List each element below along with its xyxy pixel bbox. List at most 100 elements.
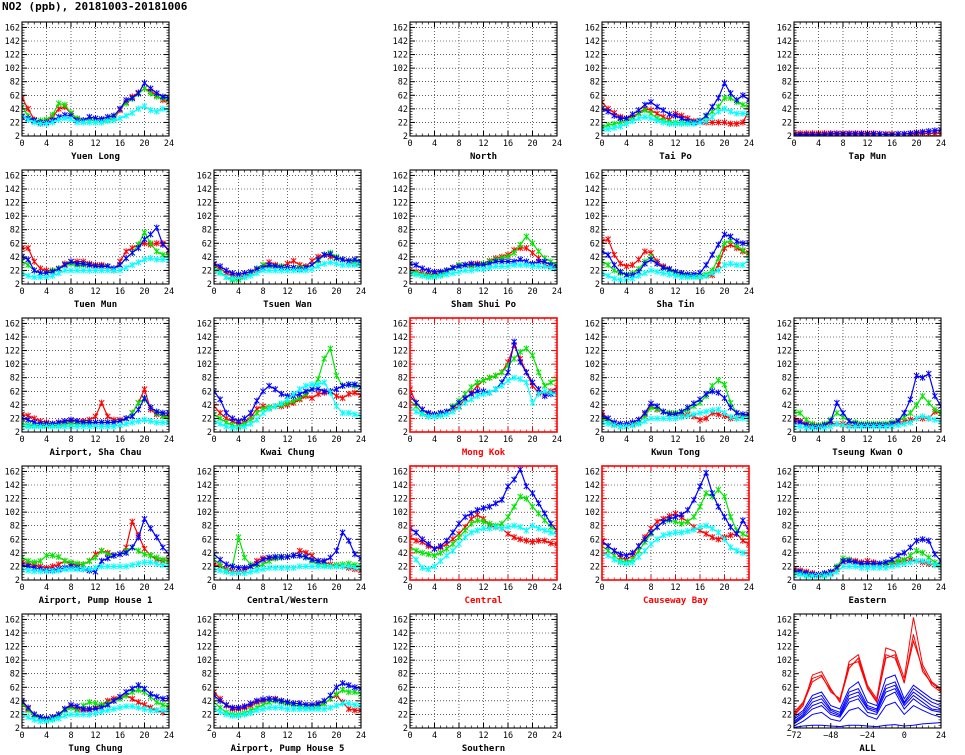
data-point-green [511, 355, 518, 362]
data-point-cyan [98, 267, 105, 274]
data-point-blue [141, 236, 148, 243]
data-point-red [517, 536, 524, 543]
data-point-cyan [104, 117, 111, 125]
data-point-blue [523, 483, 530, 490]
data-point-blue [703, 261, 710, 269]
y-tick-label: 2 [403, 280, 408, 290]
data-point-green [517, 348, 524, 356]
data-point-cyan [86, 267, 93, 274]
x-tick-label: 4 [816, 435, 821, 445]
x-tick-label: 0 [599, 139, 604, 149]
data-point-blue [715, 94, 722, 102]
data-point-green [697, 503, 703, 510]
series-group [22, 224, 169, 281]
data-point-blue [486, 503, 493, 510]
data-point-green [327, 345, 334, 352]
series-group [22, 79, 169, 127]
data-point-green [480, 518, 487, 525]
y-tick-label: 162 [585, 319, 600, 329]
x-tick-label: 16 [503, 287, 513, 297]
data-point-cyan [641, 269, 648, 277]
x-tick-label: 24 [936, 435, 946, 445]
y-tick-label: 142 [585, 333, 600, 343]
data-point-cyan [25, 567, 32, 574]
data-point-green [605, 261, 612, 269]
data-point-green [419, 549, 426, 557]
data-point-red [727, 532, 734, 539]
data-point-blue [709, 489, 716, 497]
data-point-red [641, 248, 648, 255]
data-point-cyan [605, 126, 612, 133]
data-point-cyan [554, 530, 557, 538]
data-point-green [611, 267, 618, 274]
data-point-blue [931, 392, 938, 400]
data-point-blue [678, 115, 685, 122]
data-point-cyan [309, 381, 315, 388]
x-tick-label: 4 [44, 287, 49, 297]
y-tick-label: 82 [590, 226, 600, 236]
data-point-blue [602, 412, 605, 419]
data-point-cyan [419, 411, 426, 418]
data-point-cyan [721, 536, 728, 543]
data-point-cyan [611, 275, 618, 282]
x-tick-label: 12 [282, 583, 292, 593]
data-point-cyan [410, 269, 413, 277]
y-tick-label: 42 [398, 401, 408, 411]
data-point-cyan [833, 420, 840, 428]
x-tick-label: 0 [19, 583, 24, 593]
x-tick-label: 0 [19, 287, 24, 297]
data-point-red [217, 409, 224, 417]
y-tick-label: 82 [782, 78, 792, 88]
x-tick-label: 12 [90, 583, 100, 593]
data-point-cyan [672, 529, 679, 536]
data-point-cyan [882, 423, 889, 430]
data-point-cyan [135, 259, 142, 266]
data-point-cyan [456, 268, 462, 275]
data-point-cyan [468, 529, 475, 536]
panel-label: Tap Mun [849, 152, 887, 162]
data-point-cyan [333, 563, 340, 570]
data-point-green [43, 552, 50, 559]
data-point-cyan [123, 420, 130, 428]
y-tick-label: 62 [10, 387, 20, 397]
y-tick-label: 22 [202, 414, 212, 424]
data-point-blue [117, 261, 123, 269]
x-tick-label: 4 [624, 287, 629, 297]
panel-label: Central [465, 596, 503, 606]
x-tick-label: 20 [139, 583, 149, 593]
data-point-red [25, 105, 32, 113]
x-tick-label: 12 [862, 435, 872, 445]
data-point-cyan [547, 264, 554, 271]
data-point-blue [727, 233, 734, 240]
data-point-cyan [327, 389, 334, 396]
y-tick-label: 2 [595, 280, 600, 290]
x-tick-label: 12 [478, 583, 488, 593]
data-point-cyan [535, 525, 542, 532]
data-point-blue [153, 534, 160, 541]
data-point-blue [241, 564, 248, 571]
data-point-blue [846, 417, 853, 425]
data-point-cyan [541, 527, 548, 534]
data-point-cyan [629, 559, 636, 566]
y-tick-label: 102 [777, 64, 792, 74]
data-point-cyan [739, 261, 746, 269]
data-point-green [703, 489, 710, 497]
data-point-green [141, 229, 148, 236]
data-point-cyan [511, 261, 518, 269]
data-point-cyan [410, 404, 413, 411]
data-point-blue [511, 476, 518, 483]
data-point-blue [443, 537, 450, 544]
data-point-blue [223, 409, 230, 417]
data-point-cyan [49, 119, 56, 126]
data-point-blue [617, 551, 624, 558]
data-point-cyan [214, 417, 217, 425]
data-point-blue [715, 241, 722, 248]
series-group [410, 233, 557, 281]
data-point-cyan [431, 563, 438, 570]
data-point-blue [623, 552, 630, 559]
data-point-blue [31, 267, 38, 274]
data-point-cyan [241, 570, 248, 577]
data-point-blue [907, 396, 914, 403]
y-tick-label: 42 [590, 401, 600, 411]
